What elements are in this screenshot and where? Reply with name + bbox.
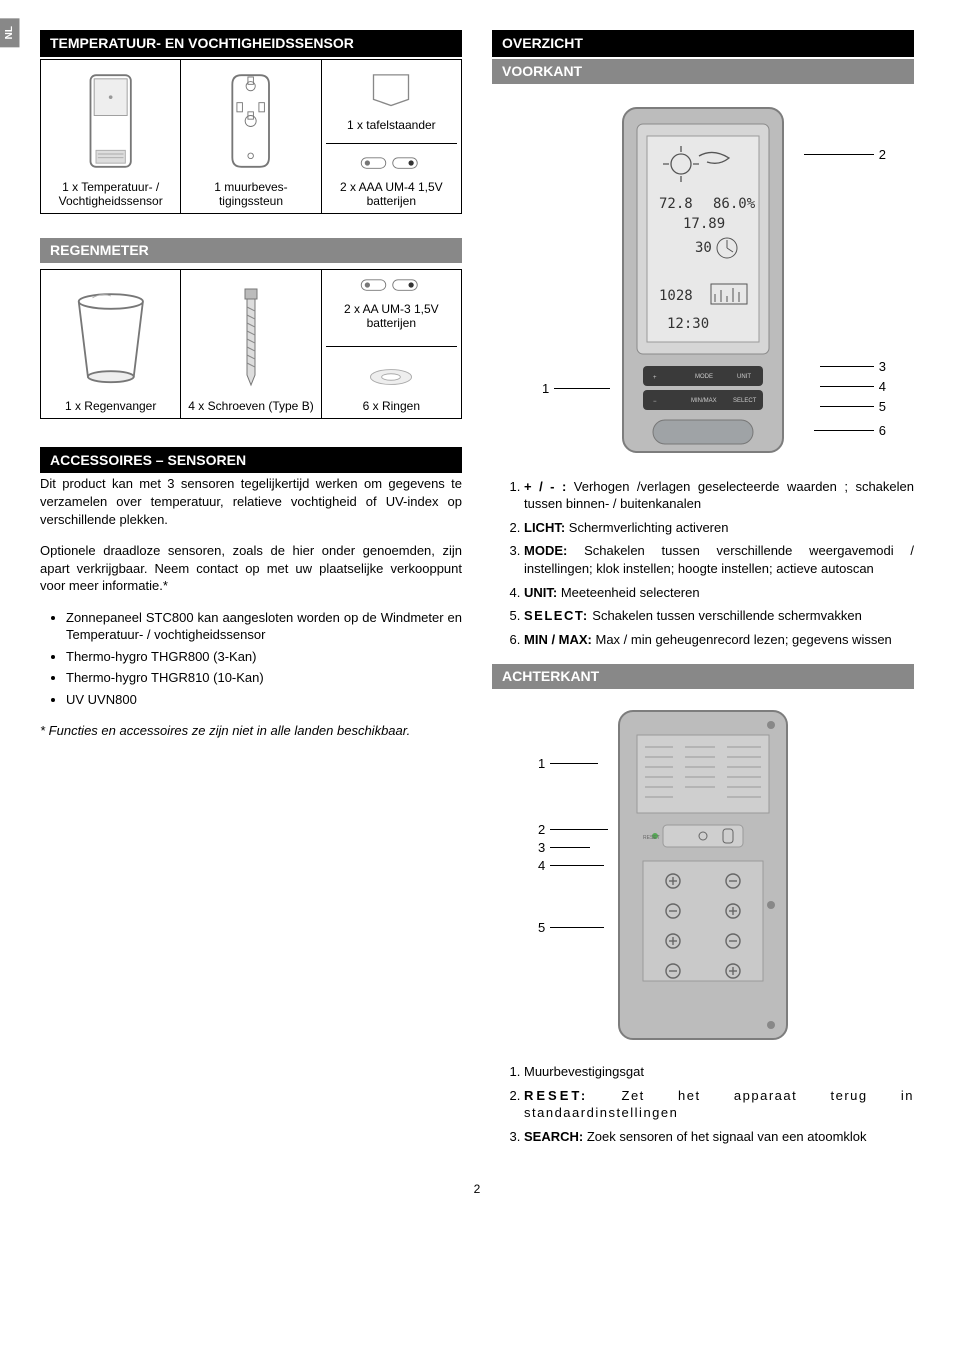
battery-icon bbox=[356, 154, 426, 172]
right-column: OVERZICHT VOORKANT 72.8 86.0% 17.89 30 10… bbox=[492, 30, 914, 1161]
list-item: SEARCH: Zoek sensoren of het signaal van… bbox=[524, 1128, 914, 1146]
caption: 6 x Ringen bbox=[363, 399, 420, 413]
accessory-list: Zonnepaneel STC800 kan aangesloten worde… bbox=[40, 609, 462, 709]
svg-text:30: 30 bbox=[695, 240, 712, 256]
temp-sensor-icon bbox=[74, 66, 147, 176]
callout: 4 bbox=[879, 378, 886, 396]
caption: 2 x AA UM-3 1,5V batterijen bbox=[326, 302, 457, 331]
callout: 1 bbox=[538, 755, 545, 773]
list-item: Zonnepaneel STC800 kan aangesloten worde… bbox=[66, 609, 462, 644]
caption: 1 x tafelstaander bbox=[347, 118, 436, 132]
list-item: + / - : Verhogen /verlagen geselecteerde… bbox=[524, 478, 914, 513]
caption: 1 x Regenvanger bbox=[65, 399, 156, 413]
fig-temp-sensor: 1 x Temperatuur- / Vochtigheidssensor bbox=[40, 59, 181, 214]
front-legend: + / - : Verhogen /verlagen geselecteerde… bbox=[492, 478, 914, 648]
subsection-front: VOORKANT bbox=[492, 59, 914, 84]
footnote: * Functies en accessoires ze zijn niet i… bbox=[40, 722, 462, 740]
stand-icon bbox=[356, 66, 426, 110]
callout: 5 bbox=[879, 398, 886, 416]
svg-text:+: + bbox=[653, 375, 657, 381]
rain-box-row: 1 x Regenvanger 4 x Schroeven (Type B) 2… bbox=[40, 269, 462, 419]
rings-icon bbox=[363, 363, 419, 391]
rain-gauge-icon bbox=[65, 285, 157, 395]
page-number: 2 bbox=[40, 1181, 914, 1197]
caption: 1 muurbeves-tigingssteun bbox=[185, 180, 316, 209]
list-item: MIN / MAX: Max / min geheugenrecord leze… bbox=[524, 631, 914, 649]
screw-icon bbox=[231, 285, 271, 395]
fig-batt-rings: 2 x AA UM-3 1,5V batterijen 6 x Ringen bbox=[322, 269, 462, 419]
svg-text:MIN/MAX: MIN/MAX bbox=[691, 398, 717, 404]
device-front-icon: 72.886.0% 17.89 30 1028 12:30 +MODEUNIT … bbox=[603, 100, 803, 460]
para: Optionele draadloze sensoren, zoals de h… bbox=[40, 542, 462, 595]
back-diagram: RESET 1 2 3 4 5 bbox=[492, 695, 914, 1055]
caption: 2 x AAA UM-4 1,5V batterijen bbox=[326, 180, 457, 209]
para: Dit product kan met 3 sensoren tegelijke… bbox=[40, 475, 462, 528]
svg-text:1028: 1028 bbox=[659, 288, 693, 304]
page: TEMPERATUUR- EN VOCHTIGHEIDSSENSOR 1 x T… bbox=[40, 30, 914, 1161]
subsection-back: ACHTERKANT bbox=[492, 664, 914, 689]
language-tab: NL bbox=[0, 18, 20, 47]
svg-text:72.8: 72.8 bbox=[659, 196, 693, 212]
svg-text:RESET: RESET bbox=[643, 835, 660, 841]
section-title-rain: REGENMETER bbox=[40, 238, 462, 263]
front-diagram: 72.886.0% 17.89 30 1028 12:30 +MODEUNIT … bbox=[492, 90, 914, 470]
caption: 4 x Schroeven (Type B) bbox=[188, 399, 313, 413]
svg-text:SELECT: SELECT bbox=[733, 398, 757, 404]
callout: 5 bbox=[538, 919, 545, 937]
section-title-accessories: ACCESSOIRES – SENSOREN bbox=[40, 447, 462, 474]
list-item: Thermo-hygro THGR800 (3-Kan) bbox=[66, 648, 462, 666]
list-item: LICHT: Schermverlichting activeren bbox=[524, 519, 914, 537]
caption: 1 x Temperatuur- / Vochtigheidssensor bbox=[45, 180, 176, 209]
list-item: RESET: Zet het apparaat terug in standaa… bbox=[524, 1087, 914, 1122]
list-item: UNIT: Meeteenheid selecteren bbox=[524, 584, 914, 602]
svg-text:UNIT: UNIT bbox=[737, 374, 751, 380]
callout: 4 bbox=[538, 857, 545, 875]
callout: 2 bbox=[879, 146, 886, 164]
fig-screws: 4 x Schroeven (Type B) bbox=[181, 269, 321, 419]
svg-text:−: − bbox=[653, 399, 657, 405]
callout: 1 bbox=[542, 380, 549, 398]
fig-rain-gauge: 1 x Regenvanger bbox=[40, 269, 181, 419]
callout: 2 bbox=[538, 821, 545, 839]
device-back-icon: RESET bbox=[603, 705, 803, 1045]
callout: 3 bbox=[879, 358, 886, 376]
fig-wall-mount: 1 muurbeves-tigingssteun bbox=[181, 59, 321, 214]
list-item: SELECT: Schakelen tussen verschillende s… bbox=[524, 607, 914, 625]
section-title-overview: OVERZICHT bbox=[492, 30, 914, 57]
svg-text:86.0%: 86.0% bbox=[713, 196, 756, 212]
section-title-sensor: TEMPERATUUR- EN VOCHTIGHEIDSSENSOR bbox=[40, 30, 462, 57]
fig-stand-batteries: 1 x tafelstaander 2 x AAA UM-4 1,5V batt… bbox=[322, 59, 462, 214]
callout: 3 bbox=[538, 839, 545, 857]
callout: 6 bbox=[879, 422, 886, 440]
list-item: Muurbevestigingsgat bbox=[524, 1063, 914, 1081]
svg-text:MODE: MODE bbox=[695, 374, 713, 380]
list-item: MODE: Schakelen tussen verschillende wee… bbox=[524, 542, 914, 577]
left-column: TEMPERATUUR- EN VOCHTIGHEIDSSENSOR 1 x T… bbox=[40, 30, 462, 1161]
back-legend: Muurbevestigingsgat RESET: Zet het appar… bbox=[492, 1063, 914, 1145]
sensor-box-row: 1 x Temperatuur- / Vochtigheidssensor 1 … bbox=[40, 59, 462, 214]
wall-mount-icon bbox=[214, 66, 287, 176]
svg-text:17.89: 17.89 bbox=[683, 216, 725, 232]
list-item: Thermo-hygro THGR810 (10-Kan) bbox=[66, 669, 462, 687]
svg-text:12:30: 12:30 bbox=[667, 316, 709, 332]
battery-icon bbox=[356, 276, 426, 294]
list-item: UV UVN800 bbox=[66, 691, 462, 709]
